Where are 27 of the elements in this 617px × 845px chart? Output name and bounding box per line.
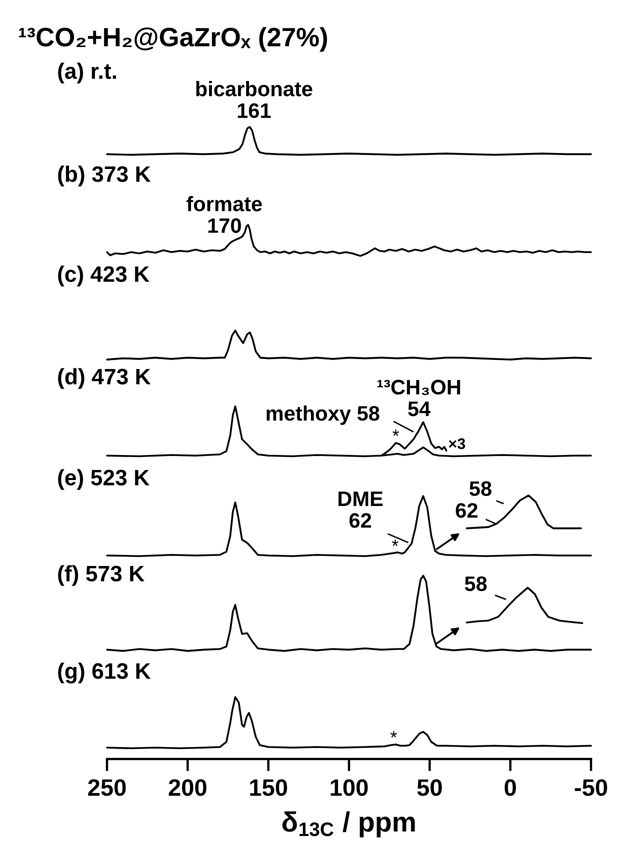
- annotation: *: [392, 430, 400, 436]
- x-tick-label: 50: [417, 779, 442, 796]
- x-tick-label: 100: [330, 779, 368, 796]
- annotation: 58: [464, 576, 487, 592]
- annotation: (b) 373 K: [58, 166, 151, 186]
- x-tick-label: 150: [250, 779, 288, 796]
- annotation: (f) 573 K: [58, 565, 144, 586]
- x-axis-title: δ$_{13C}$ / ppm: [282, 811, 415, 838]
- x-tick-label: 200: [168, 779, 206, 796]
- annotation: (d) 473 K: [58, 368, 151, 389]
- chart-title: ¹³CO₂+H₂@GaZrOₓ (27%): [19, 27, 327, 52]
- x-tick-label: 0: [504, 779, 516, 796]
- annotation: 62: [456, 503, 478, 518]
- annotation: *: [392, 540, 398, 546]
- annotation: formate 170: [186, 196, 262, 234]
- annotation: ×3: [448, 438, 466, 450]
- annotation: (e) 523 K: [58, 469, 150, 490]
- x-tick-label: 250: [88, 779, 126, 796]
- annotation: *: [390, 731, 397, 738]
- annotation: DME 62: [338, 492, 383, 528]
- annotation: bicarbonate 161: [196, 81, 312, 118]
- x-tick-label: -50: [574, 779, 608, 796]
- annotation: methoxy 58: [266, 405, 380, 425]
- annotation: (g) 613 K: [58, 662, 151, 684]
- text: (a) r.t.: [58, 62, 116, 84]
- annotation: (c) 423 K: [58, 266, 150, 286]
- annotation: 58: [470, 481, 492, 496]
